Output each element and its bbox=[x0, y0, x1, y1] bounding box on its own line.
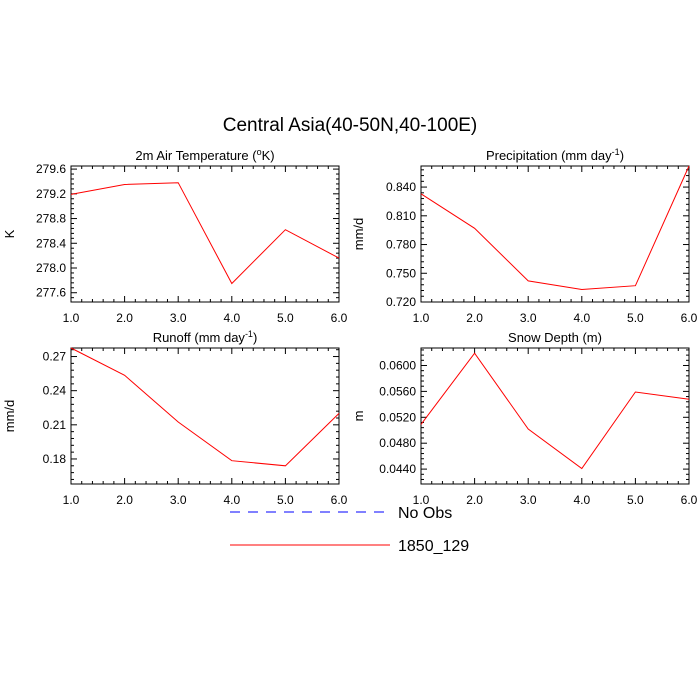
plot-frame bbox=[420, 165, 690, 303]
y-tick-label: 0.21 bbox=[43, 418, 67, 432]
x-tick-label: 2.0 bbox=[116, 493, 133, 507]
panel-title: Precipitation (mm day-1) bbox=[486, 147, 624, 163]
x-tick-label: 5.0 bbox=[277, 311, 294, 325]
x-tick-label: 3.0 bbox=[170, 493, 187, 507]
panel-title: Runoff (mm day-1) bbox=[153, 329, 258, 345]
figure-title: Central Asia(40-50N,40-100E) bbox=[223, 115, 478, 136]
y-tick-label: 0.840 bbox=[386, 180, 416, 194]
y-tick-label: 277.6 bbox=[36, 286, 66, 300]
y-axis-label: m bbox=[351, 411, 366, 422]
panel-3: 1.0 2.0 3.0 4.0 5.0 6.0 0.18 0.21 0.24 0.27 mm/d Ru… bbox=[2, 329, 348, 507]
y-tick-label: 0.0600 bbox=[379, 358, 416, 372]
y-tick-label: 0.0480 bbox=[379, 436, 416, 450]
x-tick-label: 3.0 bbox=[520, 493, 537, 507]
y-tick-label: 0.24 bbox=[43, 384, 67, 398]
x-tick-label: 2.0 bbox=[466, 493, 483, 507]
x-tick-label: 3.0 bbox=[520, 311, 537, 325]
y-tick-label: 0.27 bbox=[43, 350, 67, 364]
y-tick-label: 279.2 bbox=[36, 187, 66, 201]
x-tick-label: 6.0 bbox=[331, 493, 348, 507]
y-tick-label: 0.0560 bbox=[379, 384, 416, 398]
y-tick-label: 0.750 bbox=[386, 266, 416, 280]
x-tick-label: 6.0 bbox=[681, 493, 698, 507]
plot-frame bbox=[70, 165, 340, 303]
legend-label-1: No Obs bbox=[398, 505, 452, 522]
series-line-1850-129 bbox=[420, 165, 690, 291]
x-tick-label: 5.0 bbox=[277, 493, 294, 507]
y-tick-label: 278.8 bbox=[36, 212, 66, 226]
x-tick-label: 1.0 bbox=[413, 311, 430, 325]
plot-frame bbox=[420, 347, 690, 485]
y-tick-label: 278.0 bbox=[36, 261, 66, 275]
y-axis-label: K bbox=[2, 229, 17, 238]
series-line-1850-129 bbox=[70, 182, 340, 285]
panel-title: Snow Depth (m) bbox=[508, 330, 602, 345]
y-tick-label: 0.0440 bbox=[379, 462, 416, 476]
panel-2: 1.0 2.0 3.0 4.0 5.0 6.0 0.720 0.750 0.780 0.810 0.… bbox=[351, 147, 698, 325]
x-tick-label: 6.0 bbox=[681, 311, 698, 325]
y-tick-label: 0.18 bbox=[43, 452, 67, 466]
x-tick-label: 4.0 bbox=[223, 493, 240, 507]
x-tick-label: 1.0 bbox=[63, 311, 80, 325]
y-axis-label: mm/d bbox=[351, 218, 366, 251]
x-tick-label: 2.0 bbox=[466, 311, 483, 325]
series-line-1850-129 bbox=[420, 352, 690, 470]
panel-1: 1.0 2.0 3.0 4.0 5.0 6.0 277.6 278.0 278.4 278.8 27… bbox=[2, 147, 348, 325]
plot-frame bbox=[70, 347, 340, 485]
panels: 1.0 2.0 3.0 4.0 5.0 6.0 277.6 278.0 278.4 278.8 27… bbox=[2, 147, 698, 507]
x-tick-label: 4.0 bbox=[573, 493, 590, 507]
x-tick-label: 3.0 bbox=[170, 311, 187, 325]
x-tick-label: 4.0 bbox=[223, 311, 240, 325]
x-tick-label: 1.0 bbox=[63, 493, 80, 507]
legend: No Obs 1850_129 bbox=[230, 505, 469, 555]
x-tick-label: 5.0 bbox=[627, 493, 644, 507]
x-tick-label: 2.0 bbox=[116, 311, 133, 325]
y-tick-label: 0.780 bbox=[386, 238, 416, 252]
y-tick-label: 0.720 bbox=[386, 295, 416, 309]
x-tick-label: 6.0 bbox=[331, 311, 348, 325]
panel-title: 2m Air Temperature (oK) bbox=[135, 147, 274, 163]
legend-label-2: 1850_129 bbox=[398, 538, 469, 555]
panel-4: 1.0 2.0 3.0 4.0 5.0 6.0 0.0440 0.0480 0.0520 0.05… bbox=[351, 330, 698, 507]
y-tick-label: 0.0520 bbox=[379, 410, 416, 424]
x-tick-label: 1.0 bbox=[413, 493, 430, 507]
y-tick-label: 278.4 bbox=[36, 236, 66, 250]
x-tick-label: 5.0 bbox=[627, 311, 644, 325]
x-tick-label: 4.0 bbox=[573, 311, 590, 325]
y-tick-label: 0.810 bbox=[386, 209, 416, 223]
y-tick-label: 279.6 bbox=[36, 162, 66, 176]
y-axis-label: mm/d bbox=[2, 400, 17, 433]
series-line-1850-129 bbox=[70, 347, 340, 467]
